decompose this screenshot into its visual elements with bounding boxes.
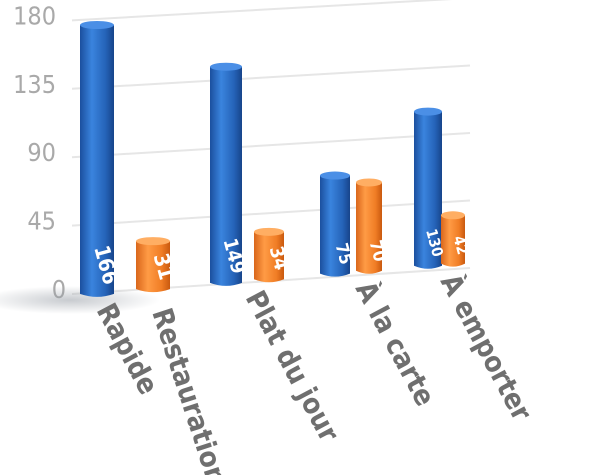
bars (80, 20, 465, 297)
bar (80, 20, 114, 297)
gridline (71, 64, 471, 90)
y-tick-label: 45 (27, 207, 56, 236)
y-axis-ticks: 04590135180 (13, 1, 66, 304)
category-label: À emporter (434, 268, 540, 427)
y-tick-label: 135 (13, 70, 56, 99)
category-label: Plat du jour (239, 285, 346, 447)
y-tick-label: 180 (13, 1, 56, 30)
gridline (71, 132, 471, 159)
bar (320, 171, 350, 277)
bar (441, 211, 465, 267)
gridline (71, 199, 471, 227)
bar (414, 107, 442, 269)
category-label: À la carte (349, 275, 443, 411)
y-tick-label: 90 (27, 138, 56, 167)
bar (356, 178, 382, 274)
bar (254, 227, 284, 283)
category-sublabel: Restauration (145, 304, 233, 475)
bar (136, 237, 170, 293)
bar (210, 62, 242, 286)
floor-shadow (0, 286, 160, 314)
value-label: 42 (450, 234, 472, 257)
gridline (71, 0, 453, 22)
